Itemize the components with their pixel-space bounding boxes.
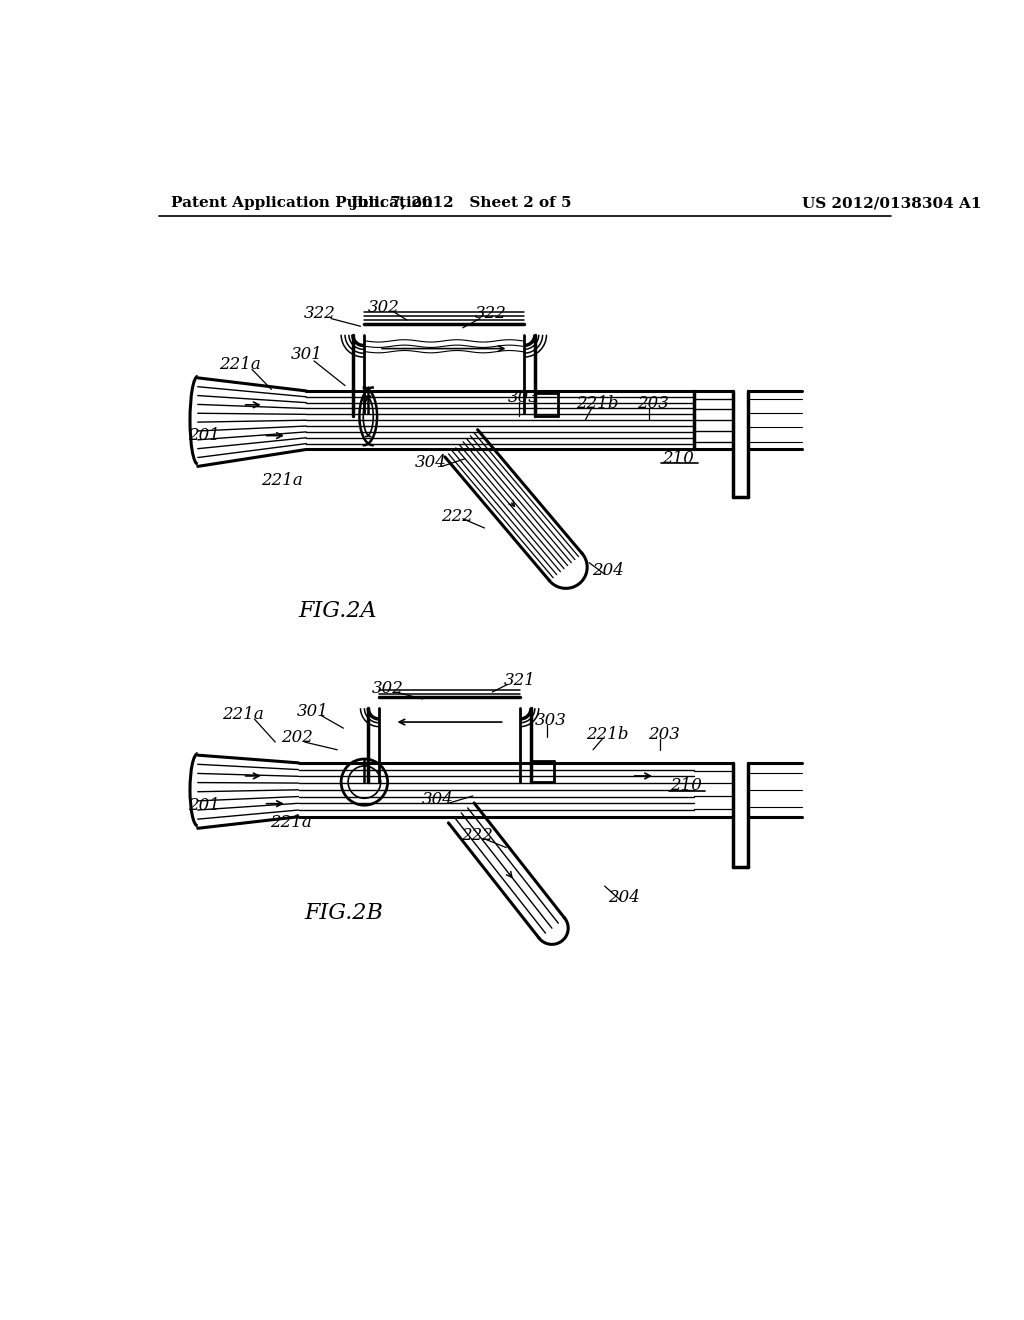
Text: 221b: 221b [575,395,618,412]
Text: 221a: 221a [219,356,261,374]
Text: Patent Application Publication: Patent Application Publication [171,197,432,210]
Text: 222: 222 [441,508,473,525]
Text: 221a: 221a [270,813,311,830]
Text: 221a: 221a [222,706,263,723]
Text: 302: 302 [368,300,399,317]
Text: 322: 322 [304,305,336,322]
Text: 321: 321 [504,672,536,689]
Text: 204: 204 [608,890,640,906]
Text: FIG.2A: FIG.2A [298,601,377,622]
Text: 202: 202 [281,729,313,746]
Text: US 2012/0138304 A1: US 2012/0138304 A1 [802,197,982,210]
Text: Jun. 7, 2012   Sheet 2 of 5: Jun. 7, 2012 Sheet 2 of 5 [350,197,572,210]
Text: FIG.2B: FIG.2B [304,902,383,924]
Text: 221a: 221a [260,471,302,488]
Text: 210: 210 [663,450,694,467]
Text: 302: 302 [372,680,403,697]
Text: 303: 303 [535,711,566,729]
Text: 304: 304 [422,791,454,808]
Text: 204: 204 [593,562,625,579]
Text: 203: 203 [648,726,680,743]
Text: 222: 222 [461,828,493,845]
Text: 304: 304 [415,454,446,471]
Text: 301: 301 [297,702,329,719]
Text: 201: 201 [188,428,220,444]
Text: 203: 203 [638,395,670,412]
Text: 221b: 221b [586,726,628,743]
Text: 210: 210 [670,777,701,795]
Text: 201: 201 [188,797,220,813]
Text: 322: 322 [475,305,507,322]
Text: 303: 303 [507,388,540,405]
Text: 301: 301 [291,346,323,363]
